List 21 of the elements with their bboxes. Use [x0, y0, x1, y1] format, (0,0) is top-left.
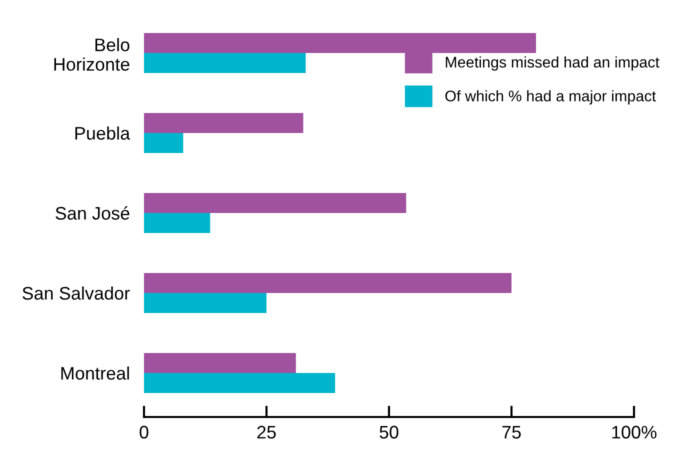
x-tick-label: 25 [257, 426, 276, 439]
bar [144, 273, 512, 293]
x-tick-label: 0 [140, 426, 148, 439]
bar [144, 133, 184, 153]
bar [144, 373, 336, 393]
y-tick-label: San José [56, 206, 130, 220]
bar [144, 293, 266, 313]
y-tick-label: Montreal [61, 366, 129, 380]
legend-label: Of which % had a major impact [445, 90, 656, 104]
y-tick-label: San Salvador [22, 286, 130, 300]
x-tick-label: 50 [380, 426, 398, 439]
x-tick-label: 100% [612, 426, 656, 439]
y-tick-label: Puebla [75, 126, 130, 140]
bar [144, 353, 296, 373]
bar [144, 193, 406, 213]
x-tick-label: 75 [502, 426, 521, 439]
legend-label: Meetings missed had an impact [446, 56, 660, 71]
bar [144, 213, 210, 233]
y-tick-label: Belo Horizonte [54, 38, 130, 71]
bar [144, 113, 304, 133]
bar [144, 53, 306, 73]
